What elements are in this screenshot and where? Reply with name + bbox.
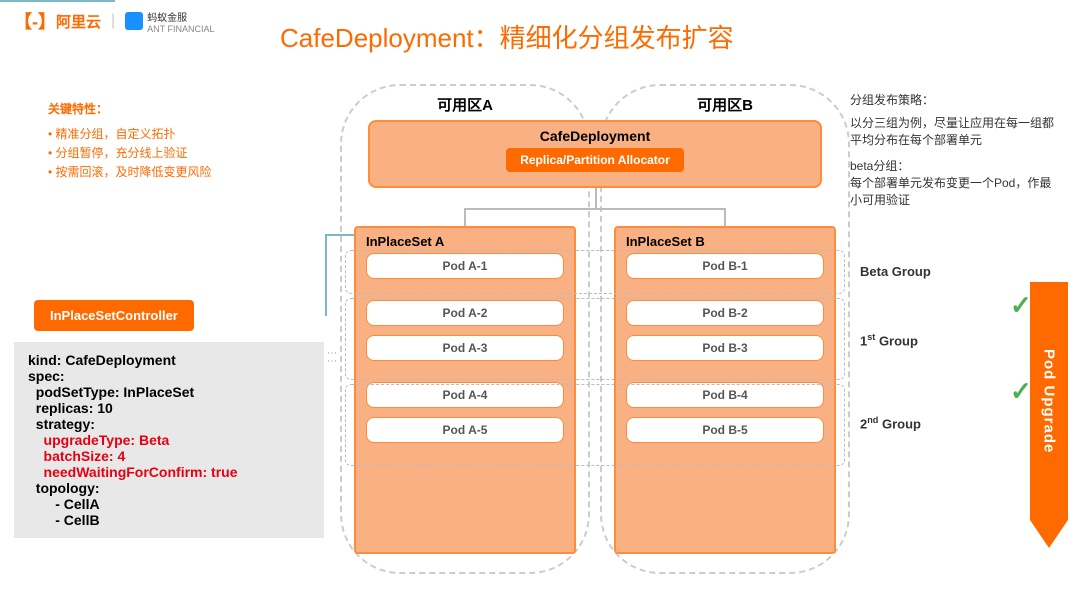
feature-item: 分组暂停，充分线上验证 xyxy=(48,144,212,161)
strategy-beta-heading: beta分组：每个部署单元发布变更一个Pod，作最小可用验证 xyxy=(850,158,1060,208)
pod-box: Pod B-4 xyxy=(626,382,824,408)
upgrade-arrow: Pod Upgrade xyxy=(1030,282,1068,552)
pod-box: Pod B-1 xyxy=(626,253,824,279)
pod-box: Pod B-5 xyxy=(626,417,824,443)
pod-box: Pod B-2 xyxy=(626,300,824,326)
pod-box: Pod A-1 xyxy=(366,253,564,279)
yaml-line: batchSize: 4 xyxy=(28,448,310,464)
aliyun-text: 阿里云 xyxy=(56,11,101,32)
arrow-head-icon xyxy=(1030,520,1068,548)
connector-line xyxy=(724,208,726,226)
connector-line xyxy=(464,208,726,210)
connector-line xyxy=(0,0,115,2)
yaml-line: - CellB xyxy=(28,512,310,528)
yaml-line: strategy: xyxy=(28,416,310,432)
aliyun-logo: 【-】阿里云 xyxy=(14,8,101,34)
strategy-block: 分组发布策略： 以分三组为例，尽量让应用在每一组都平均分布在每个部署单元 bet… xyxy=(850,92,1060,219)
ant-cn: 蚂蚁金服 xyxy=(147,9,214,24)
connector-line xyxy=(325,234,327,316)
controller-box: InPlaceSetController xyxy=(34,300,194,331)
ant-logo: 蚂蚁金服 ANT FINANCIAL xyxy=(125,9,214,34)
connector-line xyxy=(595,188,597,208)
yaml-block: kind: CafeDeployment spec: podSetType: I… xyxy=(14,342,324,538)
group-label-2: 2nd Group xyxy=(860,415,921,431)
inplaceset-b: InPlaceSet B Pod B-1 Pod B-2 Pod B-3 Pod… xyxy=(614,226,836,554)
page-title: CafeDeployment：精细化分组发布扩容 xyxy=(280,18,734,55)
ips-a-title: InPlaceSet A xyxy=(366,234,564,249)
strategy-heading: 分组发布策略： xyxy=(850,92,1060,109)
yaml-line: upgradeType: Beta xyxy=(28,432,310,448)
yaml-line: kind: CafeDeployment xyxy=(28,352,310,368)
pod-box: Pod A-3 xyxy=(366,335,564,361)
features-block: 关键特性： 精准分组，自定义拓扑 分组暂停，充分线上验证 按需回滚，及时降低变更… xyxy=(48,100,212,182)
allocator-box: Replica/Partition Allocator xyxy=(506,148,684,172)
zone-a-label: 可用区A xyxy=(342,94,588,115)
connector-line xyxy=(464,208,466,226)
header-divider: | xyxy=(111,12,115,30)
dots-icon: ⋮⋮ xyxy=(326,348,337,364)
yaml-line: spec: xyxy=(28,368,310,384)
zone-b-label: 可用区B xyxy=(602,94,848,115)
yaml-line: topology: xyxy=(28,480,310,496)
yaml-line: replicas: 10 xyxy=(28,400,310,416)
group-label-beta: Beta Group xyxy=(860,264,931,279)
check-icon: ✓ xyxy=(1010,376,1032,407)
pod-box: Pod A-2 xyxy=(366,300,564,326)
check-icon: ✓ xyxy=(1010,290,1032,321)
feature-item: 按需回滚，及时降低变更风险 xyxy=(48,163,212,180)
pod-box: Pod B-3 xyxy=(626,335,824,361)
yaml-line: podSetType: InPlaceSet xyxy=(28,384,310,400)
pod-box: Pod A-4 xyxy=(366,382,564,408)
ant-icon xyxy=(125,12,143,30)
deployment-diagram: 可用区A 可用区B CafeDeployment Replica/Partiti… xyxy=(340,84,850,584)
upgrade-label: Pod Upgrade xyxy=(1041,349,1058,453)
cafe-title: CafeDeployment xyxy=(370,128,820,144)
feature-item: 精准分组，自定义拓扑 xyxy=(48,125,212,142)
inplaceset-a: InPlaceSet A Pod A-1 Pod A-2 Pod A-3 Pod… xyxy=(354,226,576,554)
strategy-text: 以分三组为例，尽量让应用在每一组都平均分布在每个部署单元 xyxy=(850,115,1060,149)
features-heading: 关键特性： xyxy=(48,100,212,117)
yaml-line: needWaitingForConfirm: true xyxy=(28,464,310,480)
yaml-line: - CellA xyxy=(28,496,310,512)
cafe-deployment-box: CafeDeployment Replica/Partition Allocat… xyxy=(368,120,822,188)
group-label-1: 1st Group xyxy=(860,332,918,348)
ips-b-title: InPlaceSet B xyxy=(626,234,824,249)
header: 【-】阿里云 | 蚂蚁金服 ANT FINANCIAL xyxy=(14,8,215,34)
ant-en: ANT FINANCIAL xyxy=(147,24,214,34)
pod-box: Pod A-5 xyxy=(366,417,564,443)
